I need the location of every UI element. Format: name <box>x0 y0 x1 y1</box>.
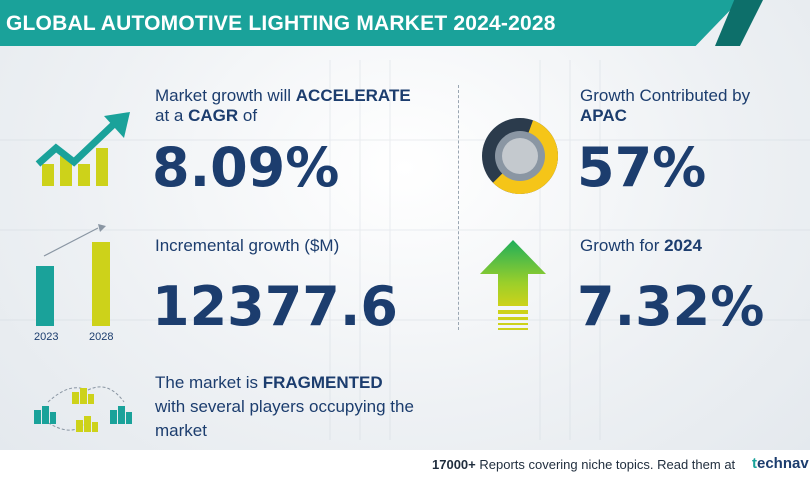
market-line-1: The market is FRAGMENTED <box>155 373 383 392</box>
donut-hole <box>502 138 538 174</box>
bar-2028 <box>92 242 110 326</box>
market-line-2: with several players occupying the <box>155 397 414 416</box>
apac-line-1: Growth Contributed by <box>580 86 751 105</box>
apac-donut-icon <box>482 118 558 194</box>
footer-text: 17000+ Reports covering niche topics. Re… <box>432 457 736 472</box>
page-title: GLOBAL AUTOMOTIVE LIGHTING MARKET 2024-2… <box>6 12 556 35</box>
up-arrow-icon <box>480 240 546 330</box>
footer-bar <box>0 450 810 480</box>
apac-value: 57% <box>577 136 707 199</box>
cagr-value: 8.09% <box>152 136 340 199</box>
apac-line-2: APAC <box>580 106 627 125</box>
cagr-line-1: Market growth will ACCELERATE <box>155 86 411 105</box>
growth-2024-label: Growth for 2024 <box>580 236 702 255</box>
bar-label-2028: 2028 <box>89 331 114 343</box>
header-banner <box>0 0 740 46</box>
column-divider <box>458 85 459 330</box>
technavio-logo[interactable]: technav <box>752 455 809 472</box>
growth-chart-icon <box>35 112 130 186</box>
cagr-line-2: at a CAGR of <box>155 106 258 125</box>
buildings-icon <box>34 386 132 432</box>
market-line-3: market <box>155 421 207 440</box>
incremental-label: Incremental growth ($M) <box>155 236 340 255</box>
growth-2024-value: 7.32% <box>577 275 765 338</box>
trend-line-icon <box>43 227 99 257</box>
incremental-bar-icon <box>36 224 110 326</box>
bar-2023 <box>36 266 54 326</box>
bar-label-2023: 2023 <box>34 331 59 343</box>
incremental-value: 12377.6 <box>152 275 398 338</box>
